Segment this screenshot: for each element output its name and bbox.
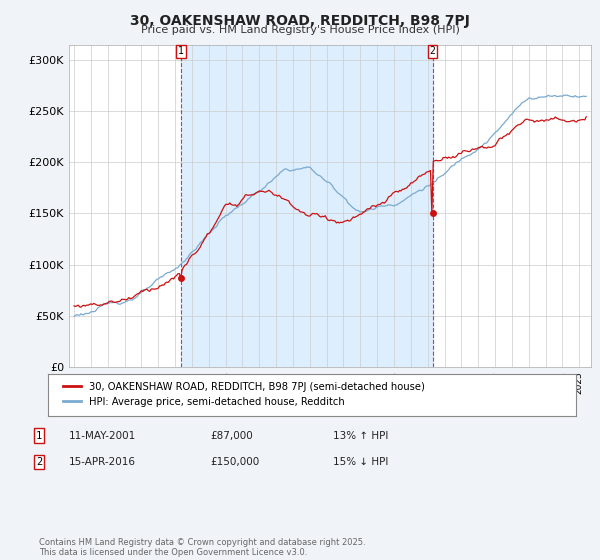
Text: Contains HM Land Registry data © Crown copyright and database right 2025.
This d: Contains HM Land Registry data © Crown c… — [39, 538, 365, 557]
Text: 2: 2 — [36, 457, 42, 467]
Text: 1: 1 — [36, 431, 42, 441]
Text: 15-APR-2016: 15-APR-2016 — [69, 457, 136, 467]
Text: £87,000: £87,000 — [210, 431, 253, 441]
Text: Price paid vs. HM Land Registry's House Price Index (HPI): Price paid vs. HM Land Registry's House … — [140, 25, 460, 35]
Text: 13% ↑ HPI: 13% ↑ HPI — [333, 431, 388, 441]
Text: 15% ↓ HPI: 15% ↓ HPI — [333, 457, 388, 467]
Text: £150,000: £150,000 — [210, 457, 259, 467]
Text: 1: 1 — [178, 46, 184, 57]
Bar — [181, 45, 433, 367]
Text: 30, OAKENSHAW ROAD, REDDITCH, B98 7PJ: 30, OAKENSHAW ROAD, REDDITCH, B98 7PJ — [130, 14, 470, 28]
Text: 11-MAY-2001: 11-MAY-2001 — [69, 431, 136, 441]
Legend: 30, OAKENSHAW ROAD, REDDITCH, B98 7PJ (semi-detached house), HPI: Average price,: 30, OAKENSHAW ROAD, REDDITCH, B98 7PJ (s… — [58, 377, 430, 412]
Text: 2: 2 — [430, 46, 436, 57]
